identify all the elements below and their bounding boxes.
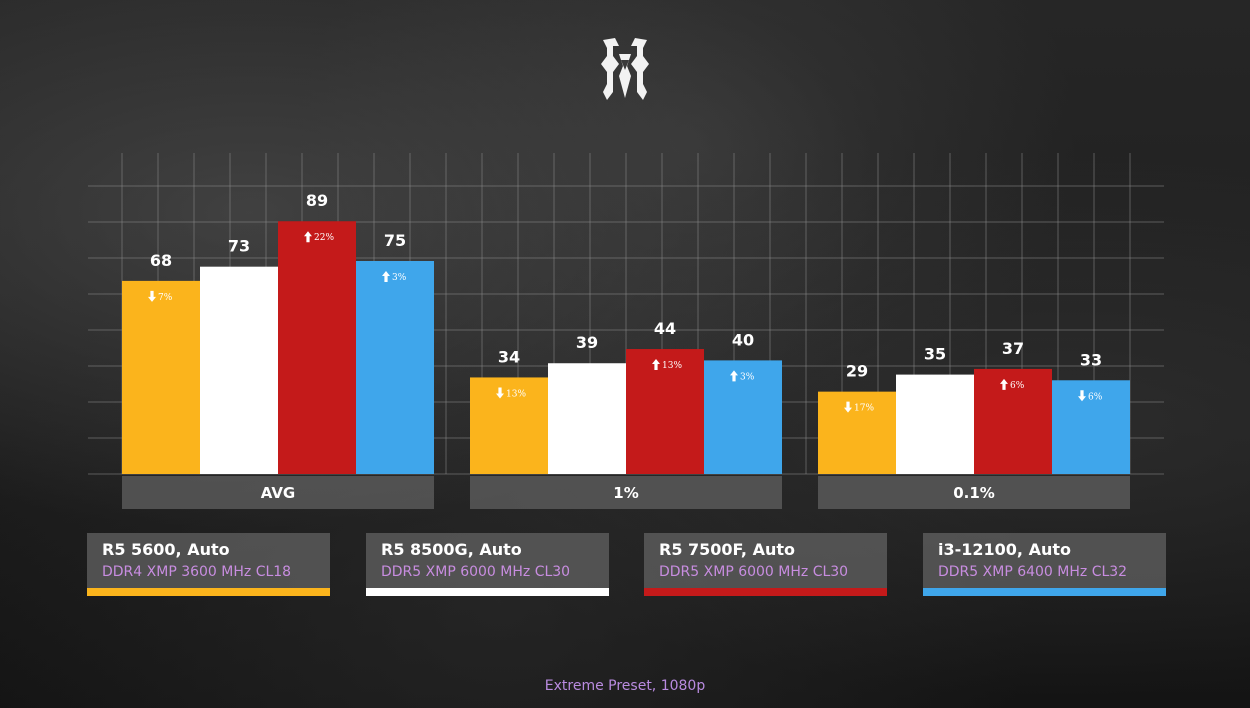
bar — [626, 349, 704, 474]
bar-delta-label: 6% — [1010, 381, 1025, 391]
legend-color-stripe — [644, 588, 887, 596]
bar-delta-label: 22% — [314, 233, 334, 243]
arrow-down-icon — [148, 290, 156, 302]
category-band — [818, 476, 1130, 509]
bar — [548, 363, 626, 474]
bar-delta-label: 13% — [662, 361, 682, 371]
arrow-down-icon — [844, 401, 852, 413]
bar — [818, 391, 896, 474]
bar-value-label: 44 — [654, 319, 676, 338]
bar — [470, 377, 548, 474]
bar-delta-label: 3% — [392, 273, 407, 283]
legend-color-stripe — [923, 588, 1166, 596]
legend-item: R5 8500G, Auto DDR5 XMP 6000 MHz CL30 — [366, 533, 609, 596]
bar-value-label: 37 — [1002, 339, 1024, 358]
category-label: 1% — [613, 484, 638, 502]
bar-value-label: 34 — [498, 347, 520, 366]
legend-color-stripe — [87, 588, 330, 596]
bar-delta-label: 3% — [740, 372, 755, 382]
legend-series-detail: DDR5 XMP 6400 MHz CL32 — [938, 564, 1128, 580]
category-label: AVG — [261, 484, 296, 502]
arrow-up-icon — [652, 359, 660, 371]
chart-bars: 68 7% 73 89 22% 75 3% 34 13% 39 44 13% 40 3% 29 17% 35 37… — [122, 191, 1130, 474]
legend-series-name: R5 7500F, Auto — [659, 540, 795, 559]
legend-series-detail: DDR4 XMP 3600 MHz CL18 — [102, 564, 292, 580]
legend-color-stripe — [366, 588, 609, 596]
bar-value-label: 89 — [306, 191, 328, 210]
legend-box: R5 7500F, Auto DDR5 XMP 6000 MHz CL30 — [644, 533, 887, 590]
arrow-down-icon — [1078, 390, 1086, 402]
chart-subtitle: Extreme Preset, 1080p — [544, 678, 706, 694]
legend-box: R5 5600, Auto DDR4 XMP 3600 MHz CL18 — [87, 533, 330, 590]
legend-item: R5 5600, Auto DDR4 XMP 3600 MHz CL18 — [87, 533, 330, 596]
bar — [122, 280, 200, 474]
bar-delta-label: 17% — [854, 404, 874, 414]
bar — [200, 266, 278, 474]
bar-delta-label: 7% — [158, 293, 173, 303]
bar-value-label: 73 — [228, 237, 250, 256]
legend-series-name: R5 5600, Auto — [102, 540, 230, 559]
category-labels: AVG 1% 0.1% — [122, 476, 1130, 509]
legend-box: i3-12100, Auto DDR5 XMP 6400 MHz CL32 — [923, 533, 1166, 590]
bar-delta-label: 13% — [506, 389, 526, 399]
bar — [278, 221, 356, 474]
arrow-up-icon — [1000, 378, 1008, 390]
arrow-up-icon — [730, 370, 738, 382]
bar — [896, 374, 974, 474]
category-label: 0.1% — [953, 484, 995, 502]
bar — [356, 261, 434, 474]
legend-series-detail: DDR5 XMP 6000 MHz CL30 — [659, 564, 849, 580]
game-logo-icon — [601, 38, 649, 100]
arrow-up-icon — [382, 271, 390, 282]
category-band — [470, 476, 782, 509]
legend-box: R5 8500G, Auto DDR5 XMP 6000 MHz CL30 — [366, 533, 609, 590]
bar-value-label: 75 — [384, 231, 406, 250]
legend-series-name: R5 8500G, Auto — [381, 540, 522, 559]
bar-value-label: 68 — [150, 251, 172, 270]
bar-value-label: 29 — [846, 362, 868, 381]
bar-value-label: 33 — [1080, 350, 1102, 369]
legend-series-detail: DDR5 XMP 6000 MHz CL30 — [381, 564, 571, 580]
legend-item: i3-12100, Auto DDR5 XMP 6400 MHz CL32 — [923, 533, 1166, 596]
legend-series-name: i3-12100, Auto — [938, 540, 1071, 559]
bar-value-label: 40 — [732, 330, 754, 349]
bar-delta-label: 6% — [1088, 392, 1103, 402]
arrow-up-icon — [304, 231, 312, 243]
bar — [704, 360, 782, 474]
bar-value-label: 39 — [576, 333, 598, 352]
bar-value-label: 35 — [924, 345, 946, 364]
legend-item: R5 7500F, Auto DDR5 XMP 6000 MHz CL30 — [644, 533, 887, 596]
bar — [1052, 380, 1130, 474]
bar — [974, 368, 1052, 474]
category-band — [122, 476, 434, 509]
arrow-down-icon — [496, 387, 504, 399]
